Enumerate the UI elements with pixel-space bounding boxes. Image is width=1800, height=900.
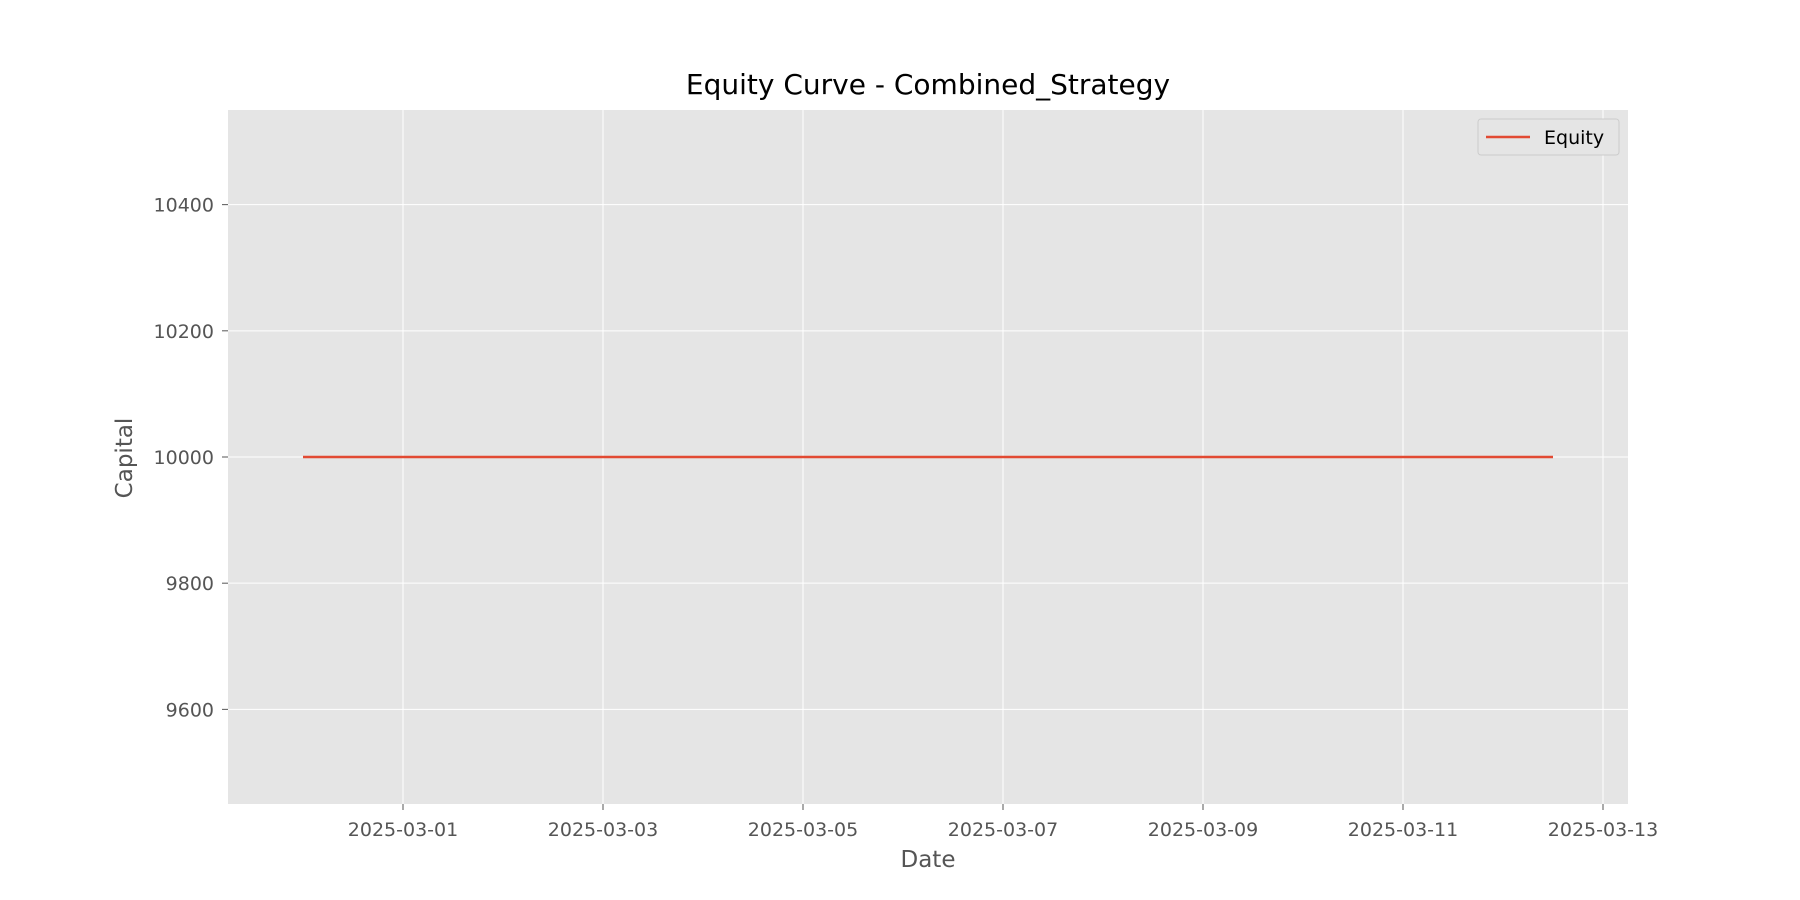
legend-box xyxy=(1477,118,1620,156)
x-tick-label: 2025-03-03 xyxy=(548,819,658,841)
x-tick-label: 2025-03-01 xyxy=(348,819,458,841)
y-tick-label: 9800 xyxy=(166,573,214,595)
x-tick-label: 2025-03-11 xyxy=(1348,819,1458,841)
y-tick-label: 10000 xyxy=(154,447,214,469)
legend-label-equity: Equity xyxy=(1544,127,1604,149)
x-tick-label: 2025-03-13 xyxy=(1548,819,1658,841)
x-axis-label: Date xyxy=(901,847,956,873)
y-tick-label: 9600 xyxy=(166,699,214,721)
grid-lines xyxy=(228,110,1628,804)
y-tick-label: 10200 xyxy=(154,321,214,343)
chart-title: Equity Curve - Combined_Strategy xyxy=(686,68,1170,101)
x-tick-label: 2025-03-07 xyxy=(948,819,1058,841)
legend: Equity xyxy=(1477,118,1620,156)
x-tick-label: 2025-03-09 xyxy=(1148,819,1258,841)
y-axis: 9600 9800 10000 10200 10400 xyxy=(154,195,228,721)
x-tick-label: 2025-03-05 xyxy=(748,819,858,841)
x-axis: 2025-03-01 2025-03-03 2025-03-05 2025-03-07… xyxy=(348,804,1658,841)
y-axis-label: Capital xyxy=(112,418,138,499)
y-tick-label: 10400 xyxy=(154,195,214,217)
